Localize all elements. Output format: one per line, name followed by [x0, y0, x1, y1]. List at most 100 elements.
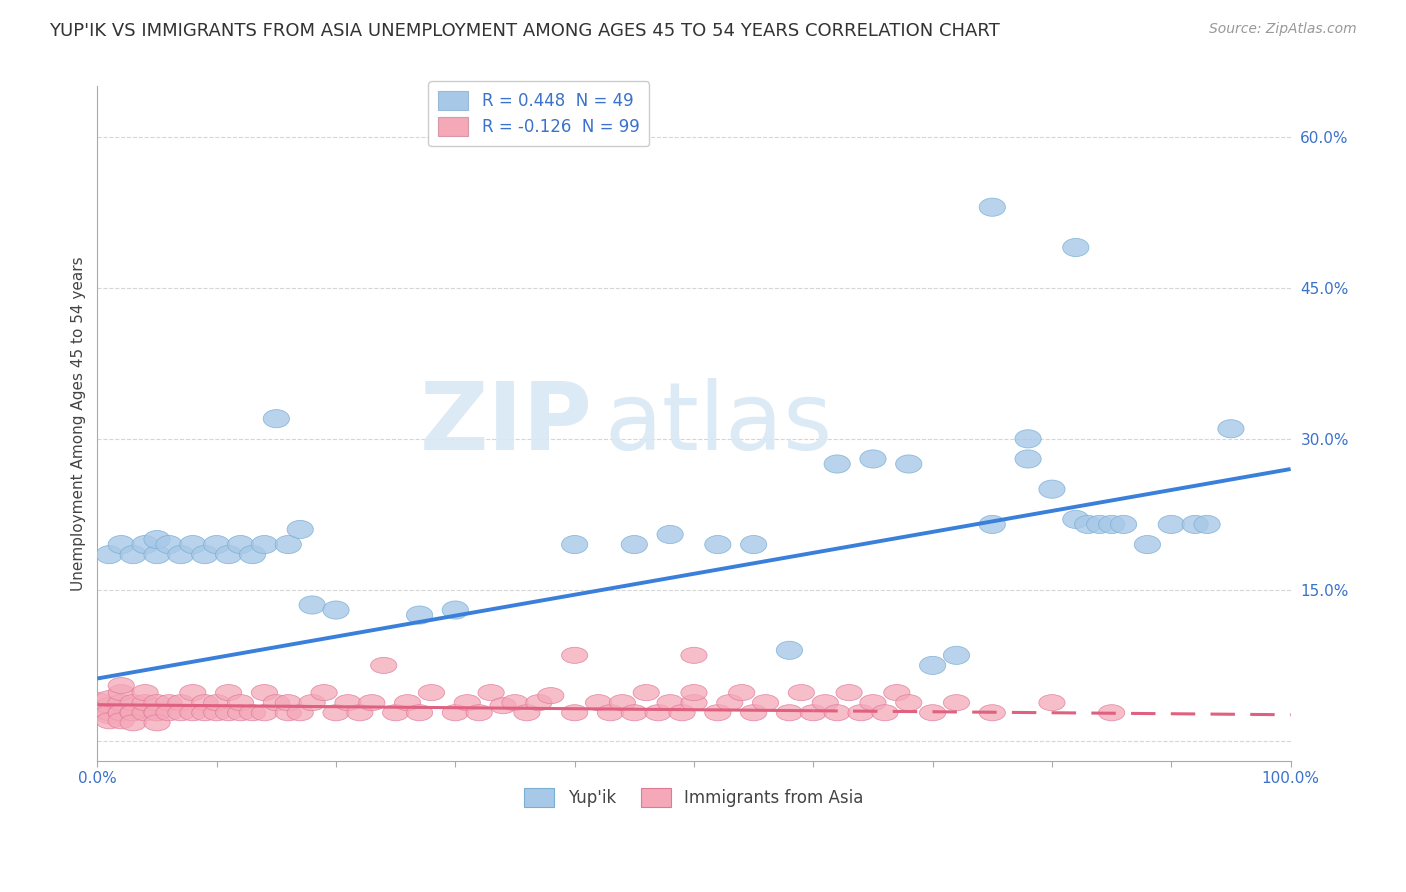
- Ellipse shape: [741, 535, 766, 554]
- Ellipse shape: [561, 705, 588, 721]
- Ellipse shape: [633, 684, 659, 700]
- Ellipse shape: [143, 705, 170, 721]
- Ellipse shape: [884, 684, 910, 700]
- Ellipse shape: [96, 690, 122, 706]
- Ellipse shape: [180, 535, 205, 554]
- Ellipse shape: [108, 705, 135, 721]
- Ellipse shape: [382, 705, 409, 721]
- Ellipse shape: [167, 695, 194, 711]
- Ellipse shape: [215, 684, 242, 700]
- Ellipse shape: [824, 705, 851, 721]
- Ellipse shape: [513, 705, 540, 721]
- Ellipse shape: [943, 647, 970, 665]
- Ellipse shape: [204, 535, 229, 554]
- Ellipse shape: [323, 705, 349, 721]
- Ellipse shape: [1063, 510, 1088, 528]
- Ellipse shape: [406, 705, 433, 721]
- Ellipse shape: [132, 695, 159, 711]
- Ellipse shape: [143, 695, 170, 711]
- Ellipse shape: [180, 705, 205, 721]
- Ellipse shape: [311, 684, 337, 700]
- Ellipse shape: [239, 546, 266, 564]
- Ellipse shape: [443, 705, 468, 721]
- Ellipse shape: [979, 516, 1005, 533]
- Ellipse shape: [120, 695, 146, 711]
- Ellipse shape: [167, 546, 194, 564]
- Ellipse shape: [132, 535, 159, 554]
- Ellipse shape: [191, 705, 218, 721]
- Ellipse shape: [478, 684, 505, 700]
- Ellipse shape: [204, 695, 229, 711]
- Ellipse shape: [204, 705, 229, 721]
- Ellipse shape: [156, 695, 181, 711]
- Ellipse shape: [717, 695, 742, 711]
- Ellipse shape: [84, 703, 111, 719]
- Ellipse shape: [395, 695, 420, 711]
- Ellipse shape: [1159, 516, 1184, 533]
- Ellipse shape: [1135, 535, 1160, 554]
- Text: YUP'IK VS IMMIGRANTS FROM ASIA UNEMPLOYMENT AMONG AGES 45 TO 54 YEARS CORRELATIO: YUP'IK VS IMMIGRANTS FROM ASIA UNEMPLOYM…: [49, 22, 1000, 40]
- Ellipse shape: [943, 695, 970, 711]
- Ellipse shape: [120, 705, 146, 721]
- Ellipse shape: [263, 695, 290, 711]
- Ellipse shape: [681, 648, 707, 664]
- Ellipse shape: [228, 535, 253, 554]
- Ellipse shape: [860, 450, 886, 468]
- Ellipse shape: [1039, 695, 1066, 711]
- Ellipse shape: [287, 705, 314, 721]
- Ellipse shape: [228, 695, 253, 711]
- Legend: Yup'ik, Immigrants from Asia: Yup'ik, Immigrants from Asia: [517, 780, 870, 814]
- Ellipse shape: [120, 705, 146, 721]
- Ellipse shape: [359, 695, 385, 711]
- Ellipse shape: [621, 535, 647, 554]
- Ellipse shape: [645, 705, 671, 721]
- Ellipse shape: [704, 535, 731, 554]
- Ellipse shape: [1087, 516, 1112, 533]
- Ellipse shape: [776, 641, 803, 659]
- Ellipse shape: [96, 713, 122, 729]
- Ellipse shape: [1063, 238, 1088, 257]
- Text: ZIP: ZIP: [419, 377, 592, 470]
- Ellipse shape: [920, 705, 946, 721]
- Ellipse shape: [920, 657, 946, 674]
- Ellipse shape: [252, 535, 277, 554]
- Ellipse shape: [108, 713, 135, 729]
- Ellipse shape: [537, 688, 564, 704]
- Ellipse shape: [347, 705, 373, 721]
- Ellipse shape: [323, 601, 349, 619]
- Ellipse shape: [108, 535, 135, 554]
- Ellipse shape: [108, 678, 135, 694]
- Ellipse shape: [585, 695, 612, 711]
- Ellipse shape: [489, 698, 516, 714]
- Ellipse shape: [156, 705, 181, 721]
- Ellipse shape: [598, 705, 624, 721]
- Ellipse shape: [120, 546, 146, 564]
- Ellipse shape: [120, 714, 146, 731]
- Ellipse shape: [526, 695, 553, 711]
- Ellipse shape: [108, 695, 135, 711]
- Ellipse shape: [215, 705, 242, 721]
- Ellipse shape: [276, 695, 301, 711]
- Ellipse shape: [143, 531, 170, 549]
- Ellipse shape: [167, 705, 194, 721]
- Ellipse shape: [979, 198, 1005, 216]
- Ellipse shape: [669, 705, 695, 721]
- Ellipse shape: [108, 705, 135, 721]
- Ellipse shape: [406, 606, 433, 624]
- Ellipse shape: [848, 705, 875, 721]
- Ellipse shape: [1098, 516, 1125, 533]
- Ellipse shape: [443, 601, 468, 619]
- Ellipse shape: [681, 695, 707, 711]
- Ellipse shape: [561, 535, 588, 554]
- Ellipse shape: [252, 684, 277, 700]
- Ellipse shape: [1194, 516, 1220, 533]
- Ellipse shape: [228, 705, 253, 721]
- Ellipse shape: [621, 705, 647, 721]
- Ellipse shape: [96, 698, 122, 714]
- Ellipse shape: [191, 695, 218, 711]
- Ellipse shape: [143, 714, 170, 731]
- Ellipse shape: [896, 695, 922, 711]
- Ellipse shape: [657, 525, 683, 543]
- Ellipse shape: [299, 695, 325, 711]
- Ellipse shape: [800, 705, 827, 721]
